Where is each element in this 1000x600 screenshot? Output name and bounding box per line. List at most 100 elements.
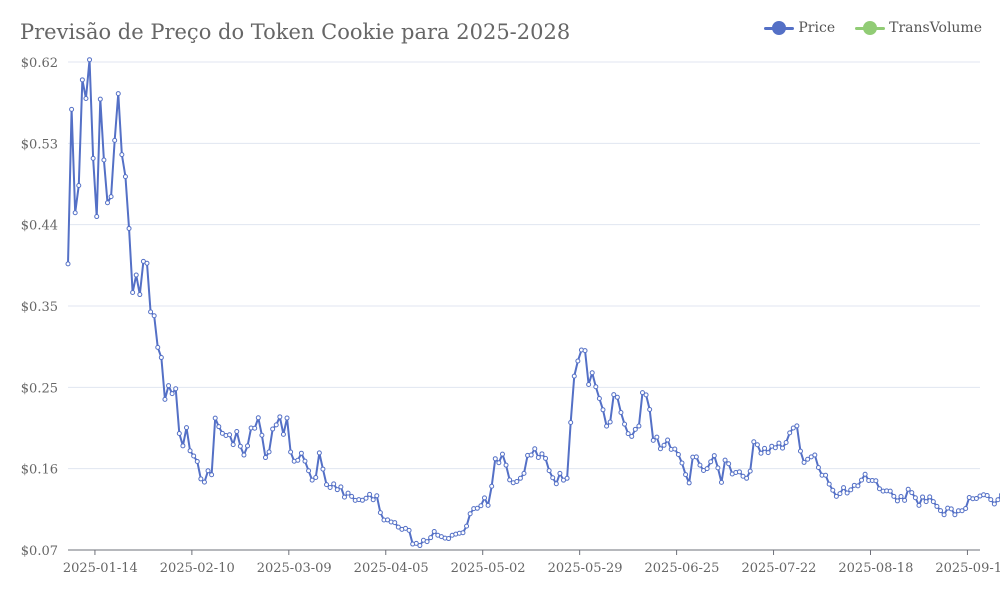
data-point [173,386,179,392]
data-point [887,488,893,494]
data-point [338,484,344,490]
y-tick-label: $0.44 [21,219,58,234]
data-point [413,540,419,546]
data-point [927,494,933,500]
data-point [934,503,940,509]
data-point [909,490,915,496]
data-point [952,512,958,518]
data-point [586,382,592,388]
data-point [744,475,750,481]
data-point [726,461,732,467]
data-point [324,482,330,488]
data-point [672,446,678,452]
data-point [532,446,538,452]
data-point [675,452,681,458]
data-point [995,497,1000,503]
data-point [535,454,541,460]
data-point [780,445,786,451]
data-point [665,437,671,443]
data-point [855,483,861,489]
data-point [582,348,588,354]
data-point [194,458,200,464]
data-point [859,477,865,483]
data-point [589,370,595,376]
data-point [758,450,764,456]
data-point [762,445,768,451]
data-point [162,396,168,402]
data-point [794,423,800,429]
data-point [747,468,753,474]
data-point [905,486,911,492]
data-point [331,481,337,487]
data-point [959,508,965,514]
data-point [661,442,667,448]
data-point [345,490,351,496]
data-point [902,497,908,503]
data-point [600,407,606,413]
data-point [539,451,545,457]
data-point [478,503,484,509]
data-point [517,475,523,481]
data-point [564,475,570,481]
data-point [187,448,193,454]
data-point [973,495,979,501]
data-point [499,451,505,457]
data-point [191,453,197,459]
data-point [697,462,703,468]
x-tick-label: 2025-05-02 [451,561,526,576]
data-point [97,96,103,102]
data-point [385,517,391,523]
data-point [783,439,789,445]
data-point [148,309,154,315]
data-point [266,449,272,455]
data-point [245,443,251,449]
data-point [629,433,635,439]
x-tick-label: 2025-03-09 [257,561,332,576]
data-point [797,448,803,454]
data-point [122,174,128,180]
data-point [657,446,663,452]
data-point [158,355,164,361]
data-point [126,225,132,231]
data-point [417,543,423,549]
data-point [108,194,114,200]
data-point [543,455,549,461]
data-point [683,472,689,478]
data-point [632,426,638,432]
data-point [679,460,685,466]
data-point [94,214,100,220]
data-point [546,468,552,474]
data-point [255,415,261,421]
data-point [428,535,434,541]
data-point [90,155,96,161]
x-tick-label: 2025-08-18 [838,561,913,576]
data-point [198,476,204,482]
data-point [833,493,839,499]
data-point [302,458,308,464]
data-point [844,490,850,496]
data-point [708,459,714,465]
data-point [636,423,642,429]
data-point [557,470,563,476]
data-point [894,498,900,504]
legend-item-transvolume[interactable]: TransVolume [855,20,982,36]
data-point [183,425,189,431]
data-point [273,422,279,428]
legend-item-price[interactable]: Price [764,20,835,36]
data-point [155,344,161,350]
data-point [176,431,182,436]
data-point [262,455,268,461]
data-point [83,95,89,101]
data-point [826,481,832,487]
data-point [550,475,556,481]
data-point [169,391,175,397]
data-point [489,483,495,489]
data-point [568,420,574,425]
data-point [790,425,796,431]
data-point [363,495,369,501]
data-point [507,477,513,483]
data-point [923,499,929,505]
data-point [79,77,85,83]
data-point [514,479,520,484]
data-point [395,524,401,530]
